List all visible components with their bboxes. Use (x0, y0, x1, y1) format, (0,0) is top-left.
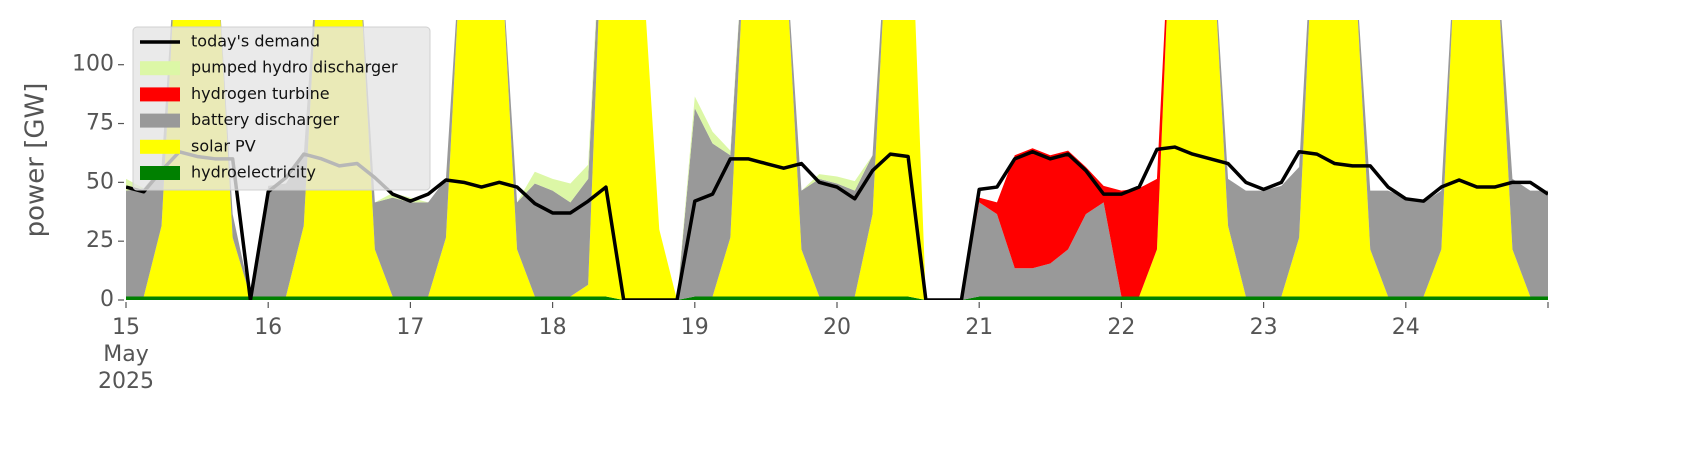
legend-swatch (140, 166, 180, 180)
x-tick-label: 17 (396, 315, 425, 340)
area (126, 296, 1548, 300)
x-tick-label: 24 (1391, 315, 1420, 340)
x-tick-label: 21 (965, 315, 994, 340)
legend-swatch (140, 61, 180, 76)
x-tick-label: 19 (680, 315, 709, 340)
legend-box (132, 26, 431, 191)
legend-swatch (140, 87, 180, 102)
x-tick-label: 20 (823, 315, 851, 340)
legend-swatch (140, 113, 180, 128)
x-tick-label: 22 (1107, 315, 1136, 340)
x-tick-label: 18 (538, 315, 567, 340)
y-tick-label: 50 (86, 169, 114, 194)
y-tick-label: 75 (86, 111, 114, 136)
legend-label: hydrogen turbine (191, 84, 330, 103)
legend: today's demand pumped hydro discharger hyd… (132, 26, 431, 191)
legend-swatch (140, 139, 180, 154)
legend-label: today's demand (191, 32, 320, 51)
y-tick-label: 25 (86, 228, 114, 253)
x-tick-label: 15 May 2025 (98, 315, 154, 394)
legend-label: battery discharger (191, 110, 339, 129)
y-axis-label: power [GW] (21, 83, 51, 238)
x-tick-label: 23 (1249, 315, 1278, 340)
legend-label: hydroelectricity (191, 163, 316, 182)
y-tick-label: 0 (100, 287, 114, 312)
axes: 0 25 50 75 100 (72, 52, 1549, 312)
area (126, 20, 1548, 300)
y-tick-label: 100 (72, 52, 114, 77)
area (126, 20, 1548, 300)
legend-label: pumped hydro discharger (191, 58, 398, 77)
legend-label: solar PV (191, 136, 256, 155)
x-tick-label: 16 (254, 315, 283, 340)
